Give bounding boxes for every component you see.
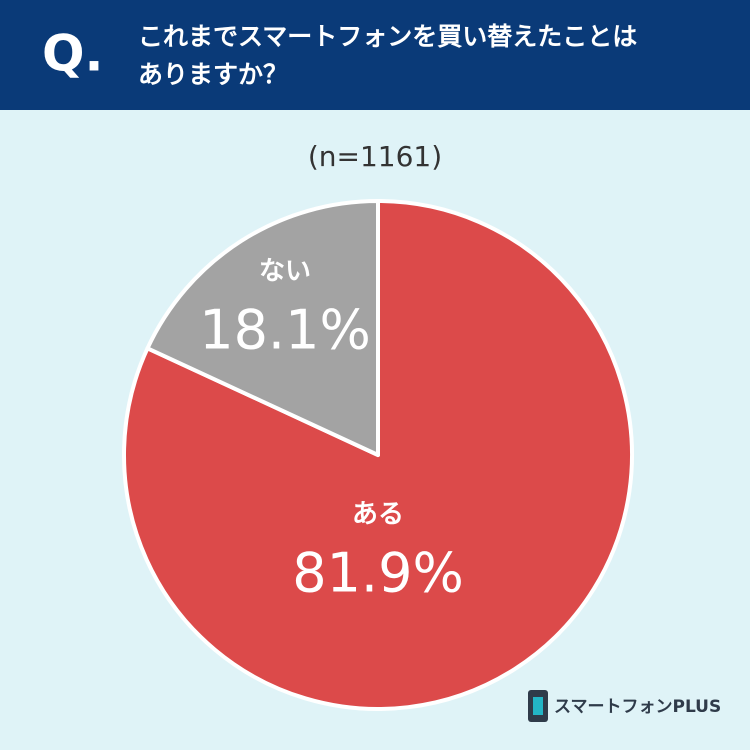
- subtitle: (n=1161): [308, 140, 442, 173]
- title-prefix: Q.: [42, 25, 104, 83]
- title: これまでスマートフォンを買い替えたことは: [138, 22, 637, 51]
- slice-label: ある: [352, 500, 404, 530]
- title: ありますか？: [138, 60, 288, 89]
- header: [0, 0, 750, 110]
- slice-label: ない: [259, 257, 311, 287]
- brand: スマートフォンPLUS: [554, 697, 721, 717]
- logo-icon: [533, 697, 543, 715]
- brand-logo: スマートフォンPLUS: [528, 690, 721, 722]
- pie-slice: [145, 199, 380, 457]
- value-label: 18.1%: [199, 299, 371, 362]
- value-label: 81.9%: [292, 542, 464, 605]
